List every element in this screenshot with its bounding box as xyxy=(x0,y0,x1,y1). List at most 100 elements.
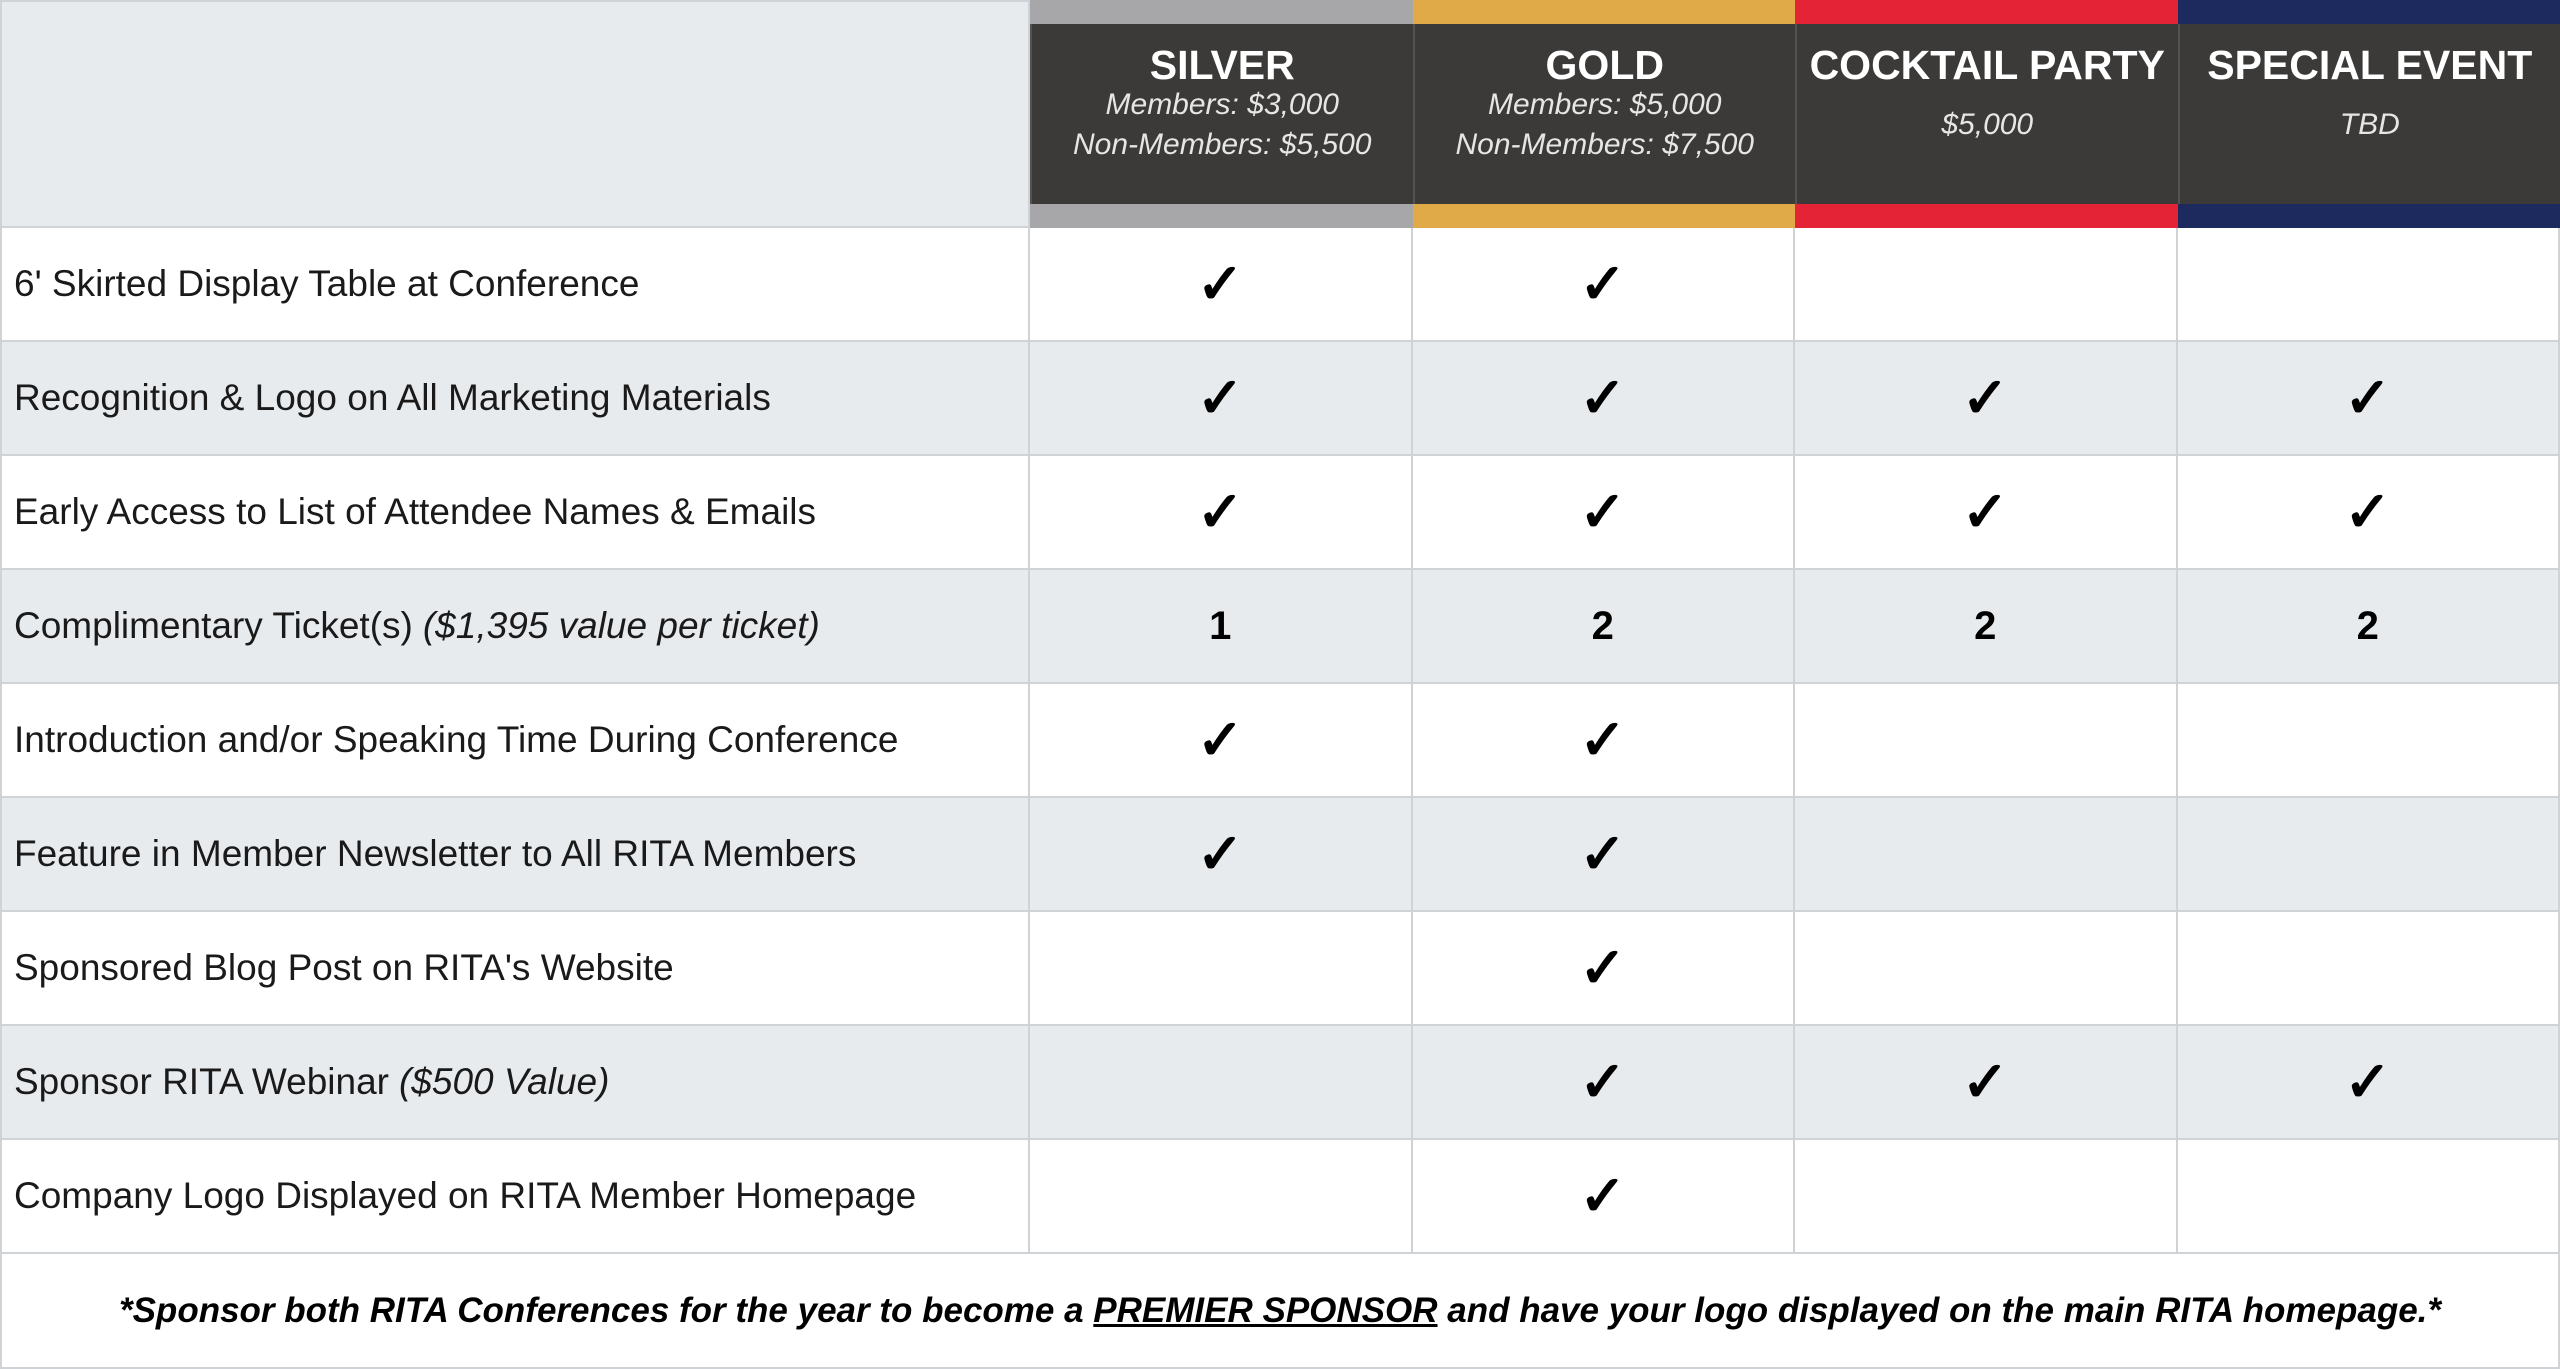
column-name: GOLD xyxy=(1545,42,1664,88)
row-label: Feature in Member Newsletter to All RITA… xyxy=(0,798,1030,912)
label-text: Introduction and/or Speaking Time During… xyxy=(14,719,899,760)
benefit-cell: 2 xyxy=(2177,570,2560,684)
benefit-cell xyxy=(1795,228,2178,342)
benefit-cell xyxy=(2177,684,2560,798)
checkmark: ✓ xyxy=(1961,1050,2009,1113)
benefit-cell: ✓ xyxy=(1795,456,2178,570)
benefit-cell: ✓ xyxy=(1030,798,1413,912)
color-bar xyxy=(1795,0,2178,24)
checkmark: ✓ xyxy=(1579,1050,1627,1113)
footer-note: *Sponsor both RITA Conferences for the y… xyxy=(0,1254,2560,1369)
column-price: Members: $5,000 xyxy=(1488,88,1722,121)
footer-text: and have your logo displayed on the main… xyxy=(1437,1290,2442,1330)
column-header: SILVER Members: $3,000 Non-Members: $5,500 xyxy=(1030,24,1413,204)
column-name: COCKTAIL PARTY xyxy=(1809,42,2165,88)
benefit-cell xyxy=(2177,1140,2560,1254)
label-text: Recognition & Logo on All Marketing Mate… xyxy=(14,377,771,418)
header-blank xyxy=(0,0,1030,228)
column-price: Non-Members: $5,500 xyxy=(1073,128,1372,161)
row-label: Recognition & Logo on All Marketing Mate… xyxy=(0,342,1030,456)
column-name: SPECIAL EVENT xyxy=(2207,42,2533,88)
color-bar xyxy=(2177,204,2560,228)
row-label: Early Access to List of Attendee Names &… xyxy=(0,456,1030,570)
benefit-cell: 2 xyxy=(1412,570,1795,684)
row-label: 6' Skirted Display Table at Conference xyxy=(0,228,1030,342)
benefit-cell: ✓ xyxy=(1030,228,1413,342)
benefit-cell: ✓ xyxy=(1030,684,1413,798)
benefit-cell: ✓ xyxy=(1412,798,1795,912)
benefit-cell: ✓ xyxy=(1412,456,1795,570)
ticket-count: 1 xyxy=(1209,603,1232,648)
checkmark: ✓ xyxy=(2344,1050,2392,1113)
checkmark: ✓ xyxy=(1579,822,1627,885)
column-price: Members: $3,000 xyxy=(1105,88,1339,121)
row-label: Sponsored Blog Post on RITA's Website xyxy=(0,912,1030,1026)
benefit-cell xyxy=(1795,912,2178,1026)
checkmark: ✓ xyxy=(1196,822,1244,885)
benefit-cell: ✓ xyxy=(1795,1026,2178,1140)
benefit-cell xyxy=(1030,1140,1413,1254)
checkmark: ✓ xyxy=(1579,252,1627,315)
checkmark: ✓ xyxy=(1196,480,1244,543)
benefit-cell xyxy=(2177,798,2560,912)
label-note: ($1,395 value per ticket) xyxy=(422,605,820,646)
label-text: Sponsor RITA Webinar xyxy=(14,1061,389,1102)
column-header: SPECIAL EVENT TBD xyxy=(2177,24,2560,204)
benefit-cell: ✓ xyxy=(1412,342,1795,456)
row-label: Company Logo Displayed on RITA Member Ho… xyxy=(0,1140,1030,1254)
benefit-cell xyxy=(1030,912,1413,1026)
checkmark: ✓ xyxy=(1579,366,1627,429)
ticket-count: 2 xyxy=(1591,603,1614,648)
label-text: Feature in Member Newsletter to All RITA… xyxy=(14,833,857,874)
color-bar xyxy=(1412,0,1795,24)
benefit-cell: ✓ xyxy=(2177,1026,2560,1140)
checkmark: ✓ xyxy=(1961,366,2009,429)
checkmark: ✓ xyxy=(1579,1164,1627,1227)
benefit-cell: ✓ xyxy=(2177,342,2560,456)
row-label: Sponsor RITA Webinar ($500 Value) xyxy=(0,1026,1030,1140)
footer-text: *Sponsor both RITA Conferences for the y… xyxy=(118,1290,1094,1330)
checkmark: ✓ xyxy=(1196,252,1244,315)
label-text: Early Access to List of Attendee Names &… xyxy=(14,491,817,532)
ticket-count: 2 xyxy=(2356,603,2379,648)
checkmark: ✓ xyxy=(1579,708,1627,771)
ticket-count: 2 xyxy=(1974,603,1997,648)
benefit-cell: ✓ xyxy=(1030,342,1413,456)
benefit-cell: ✓ xyxy=(1795,342,2178,456)
benefit-cell: ✓ xyxy=(1412,228,1795,342)
checkmark: ✓ xyxy=(1196,366,1244,429)
benefit-cell xyxy=(2177,912,2560,1026)
checkmark: ✓ xyxy=(2344,366,2392,429)
label-note: ($500 Value) xyxy=(398,1061,610,1102)
column-price: $5,000 xyxy=(1941,108,2034,141)
row-label: Introduction and/or Speaking Time During… xyxy=(0,684,1030,798)
benefit-cell xyxy=(1795,798,2178,912)
label-text: Sponsored Blog Post on RITA's Website xyxy=(14,947,674,988)
benefit-cell xyxy=(1795,1140,2178,1254)
color-bar xyxy=(1030,0,1413,24)
footer-highlight: PREMIER SPONSOR xyxy=(1093,1290,1438,1330)
benefit-cell xyxy=(1795,684,2178,798)
column-name: SILVER xyxy=(1149,42,1295,88)
benefit-cell xyxy=(1030,1026,1413,1140)
column-price: TBD xyxy=(2339,108,2400,141)
checkmark: ✓ xyxy=(1579,480,1627,543)
benefit-cell xyxy=(2177,228,2560,342)
color-bar xyxy=(2177,0,2560,24)
color-bar xyxy=(1795,204,2178,228)
benefit-cell: 1 xyxy=(1030,570,1413,684)
benefit-cell: ✓ xyxy=(1030,456,1413,570)
color-bar xyxy=(1412,204,1795,228)
checkmark: ✓ xyxy=(1196,708,1244,771)
checkmark: ✓ xyxy=(1579,936,1627,999)
column-header: COCKTAIL PARTY $5,000 xyxy=(1795,24,2178,204)
benefit-cell: 2 xyxy=(1795,570,2178,684)
benefit-cell: ✓ xyxy=(1412,1026,1795,1140)
label-text: 6' Skirted Display Table at Conference xyxy=(14,263,640,304)
label-text: Company Logo Displayed on RITA Member Ho… xyxy=(14,1175,917,1216)
column-header: GOLD Members: $5,000 Non-Members: $7,500 xyxy=(1412,24,1795,204)
column-price: Non-Members: $7,500 xyxy=(1455,128,1754,161)
benefit-cell: ✓ xyxy=(1412,1140,1795,1254)
checkmark: ✓ xyxy=(2344,480,2392,543)
benefit-cell: ✓ xyxy=(1412,684,1795,798)
